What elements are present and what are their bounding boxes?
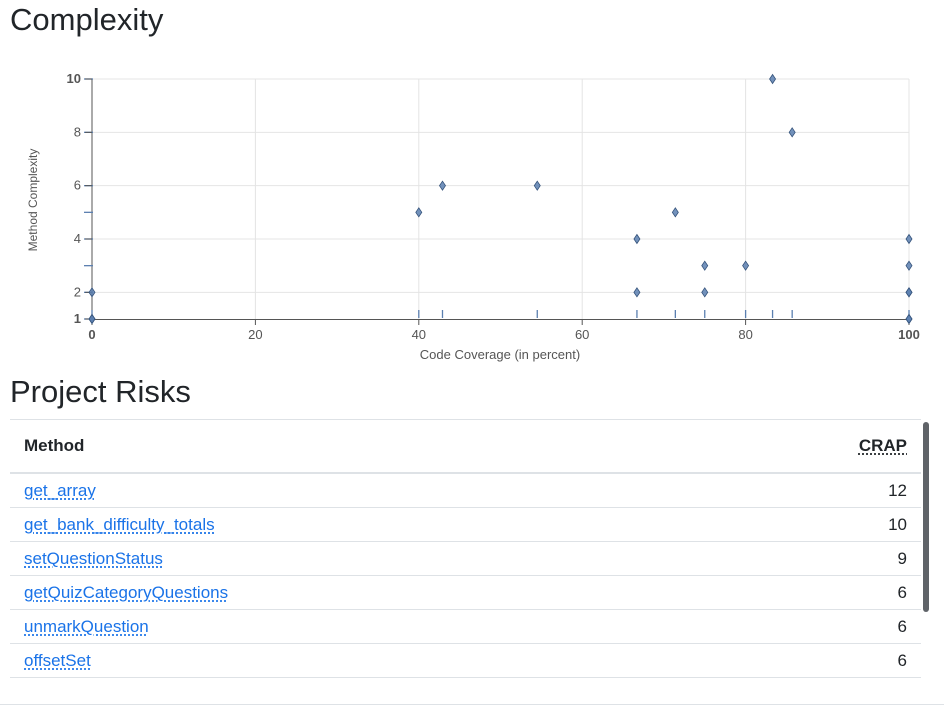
method-link[interactable]: getQuizCategoryQuestions xyxy=(24,582,229,602)
divider xyxy=(0,704,944,705)
method-cell: get_array xyxy=(10,473,696,508)
x-tick-label: 60 xyxy=(575,327,589,342)
method-link[interactable]: get_bank_difficulty_totals xyxy=(24,514,215,534)
column-header-method[interactable]: Method xyxy=(10,420,696,474)
y-tick-label: 2 xyxy=(74,284,81,299)
data-point xyxy=(633,287,641,298)
data-point xyxy=(905,233,913,245)
table-row: get_bank_difficulty_totals 10 xyxy=(10,507,921,542)
chart-rug xyxy=(84,78,910,320)
table-row: setQuestionStatus 9 xyxy=(10,541,921,576)
chart-grid xyxy=(92,78,910,319)
method-cell: getQuizCategoryQuestions xyxy=(10,575,696,610)
x-tick-label: 100 xyxy=(898,327,920,342)
table-scrollbar[interactable] xyxy=(922,420,932,684)
crap-value-cell: 6 xyxy=(695,609,921,644)
crap-value-cell: 6 xyxy=(695,643,921,678)
risks-table: Method CRAP get_array 12 get_bank_difficul… xyxy=(10,420,921,678)
x-tick-label: 40 xyxy=(412,327,426,342)
data-point xyxy=(88,313,96,325)
data-point xyxy=(533,180,541,191)
method-link[interactable]: unmarkQuestion xyxy=(24,616,149,636)
crap-abbreviation: CRAP xyxy=(858,436,907,455)
data-point xyxy=(701,260,709,271)
crap-value-cell: 6 xyxy=(695,575,921,610)
data-point xyxy=(788,127,796,138)
table-row: get_array 12 xyxy=(10,473,921,508)
x-tick-label: 0 xyxy=(88,327,95,342)
method-link[interactable]: get_array xyxy=(24,480,96,500)
data-point xyxy=(905,260,913,271)
data-point xyxy=(905,313,913,325)
data-point xyxy=(633,233,641,245)
risks-table-container[interactable]: Method CRAP get_array 12 get_bank_difficul… xyxy=(10,419,921,687)
data-point xyxy=(701,287,709,298)
complexity-scatter-chart: 0 20 40 60 80 100 1 2 4 6 8 10 Code Coverage (in p… xyxy=(26,71,920,362)
method-cell: setQuestionStatus xyxy=(10,541,696,576)
y-axis-label: Method Complexity xyxy=(26,149,40,252)
risks-table-body: get_array 12 get_bank_difficulty_totals 10 s… xyxy=(10,473,921,678)
data-point xyxy=(671,207,679,218)
crap-value-cell: 12 xyxy=(695,473,921,508)
data-point xyxy=(415,207,423,218)
x-axis-label: Code Coverage (in percent) xyxy=(420,347,580,362)
table-row: unmarkQuestion 6 xyxy=(10,609,921,644)
data-point xyxy=(742,260,750,271)
y-tick-label: 1 xyxy=(74,311,81,326)
x-tick-label: 80 xyxy=(738,327,752,342)
y-axis-ticks: 1 2 4 6 8 10 xyxy=(67,71,92,326)
method-link[interactable]: offsetSet xyxy=(24,650,91,670)
y-tick-label: 10 xyxy=(67,71,81,86)
table-row: offsetSet 6 xyxy=(10,643,921,678)
y-tick-label: 4 xyxy=(74,231,81,246)
method-link[interactable]: setQuestionStatus xyxy=(24,548,163,568)
chart-axes xyxy=(91,79,909,320)
y-tick-label: 6 xyxy=(74,178,81,193)
chart-points xyxy=(88,73,913,325)
method-cell: get_bank_difficulty_totals xyxy=(10,507,696,542)
data-point xyxy=(769,73,777,85)
scrollbar-thumb[interactable] xyxy=(923,422,929,612)
data-point xyxy=(905,287,913,298)
x-axis-ticks: 0 20 40 60 80 100 xyxy=(88,319,920,342)
complexity-heading: Complexity xyxy=(10,2,164,37)
crap-value-cell: 10 xyxy=(695,507,921,542)
data-point xyxy=(88,287,96,298)
y-tick-label: 8 xyxy=(74,124,81,139)
method-cell: offsetSet xyxy=(10,643,696,678)
crap-value-cell: 9 xyxy=(695,541,921,576)
method-cell: unmarkQuestion xyxy=(10,609,696,644)
table-row: getQuizCategoryQuestions 6 xyxy=(10,575,921,610)
column-header-crap[interactable]: CRAP xyxy=(695,420,921,474)
x-tick-label: 20 xyxy=(248,327,262,342)
project-risks-heading: Project Risks xyxy=(10,374,191,409)
data-point xyxy=(439,180,446,191)
table-header-row: Method CRAP xyxy=(10,420,921,474)
